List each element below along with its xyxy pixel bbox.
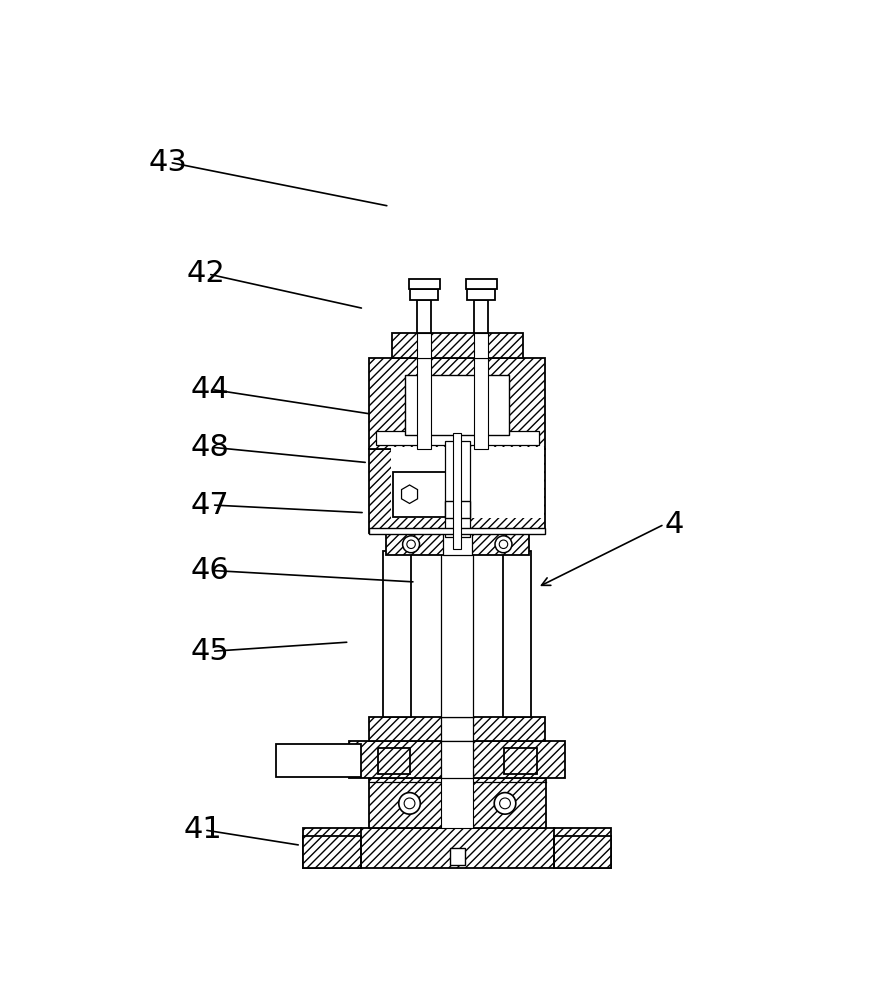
Text: 42: 42 (187, 259, 226, 288)
Bar (454, 433, 461, 549)
Bar (376, 431, 538, 445)
Bar (466, 279, 497, 289)
Bar (441, 717, 473, 741)
Bar (383, 551, 411, 717)
Circle shape (407, 540, 415, 549)
Polygon shape (402, 485, 418, 503)
Bar (504, 551, 531, 717)
Bar (443, 530, 472, 555)
Bar (449, 848, 465, 865)
Bar (410, 289, 438, 300)
Bar (441, 771, 473, 828)
Bar (417, 358, 431, 449)
Bar (445, 501, 470, 518)
Text: 44: 44 (191, 375, 230, 404)
Text: 41: 41 (183, 815, 221, 844)
Bar (370, 528, 545, 534)
Bar (370, 449, 545, 533)
Bar (378, 748, 410, 774)
Circle shape (495, 536, 512, 553)
Bar (405, 375, 509, 435)
Bar (369, 778, 546, 828)
Circle shape (403, 536, 420, 553)
Bar (391, 447, 544, 518)
Bar (474, 358, 488, 449)
Bar (474, 300, 488, 333)
Bar (441, 741, 473, 778)
Circle shape (499, 798, 511, 809)
Bar (554, 836, 612, 868)
Bar (349, 741, 565, 778)
Bar (304, 836, 361, 868)
Circle shape (499, 540, 508, 549)
Text: 48: 48 (191, 433, 230, 462)
Text: 43: 43 (148, 148, 188, 177)
Text: 4: 4 (664, 510, 684, 539)
Text: 47: 47 (191, 490, 230, 520)
Bar (417, 300, 431, 333)
Bar (276, 744, 361, 777)
Bar (393, 472, 448, 517)
Bar (417, 333, 431, 358)
Bar (370, 358, 545, 449)
Bar (474, 333, 488, 358)
Bar (467, 289, 495, 300)
Bar (304, 828, 612, 868)
Text: 46: 46 (191, 556, 230, 585)
Bar (409, 279, 439, 289)
Bar (386, 533, 529, 555)
Bar (505, 748, 537, 774)
Text: 45: 45 (191, 637, 230, 666)
Bar (370, 717, 545, 741)
Bar (382, 529, 532, 533)
Circle shape (405, 798, 415, 809)
Bar (445, 441, 470, 537)
Circle shape (494, 793, 516, 814)
Bar (392, 333, 522, 358)
Circle shape (399, 793, 421, 814)
Bar (441, 551, 473, 717)
